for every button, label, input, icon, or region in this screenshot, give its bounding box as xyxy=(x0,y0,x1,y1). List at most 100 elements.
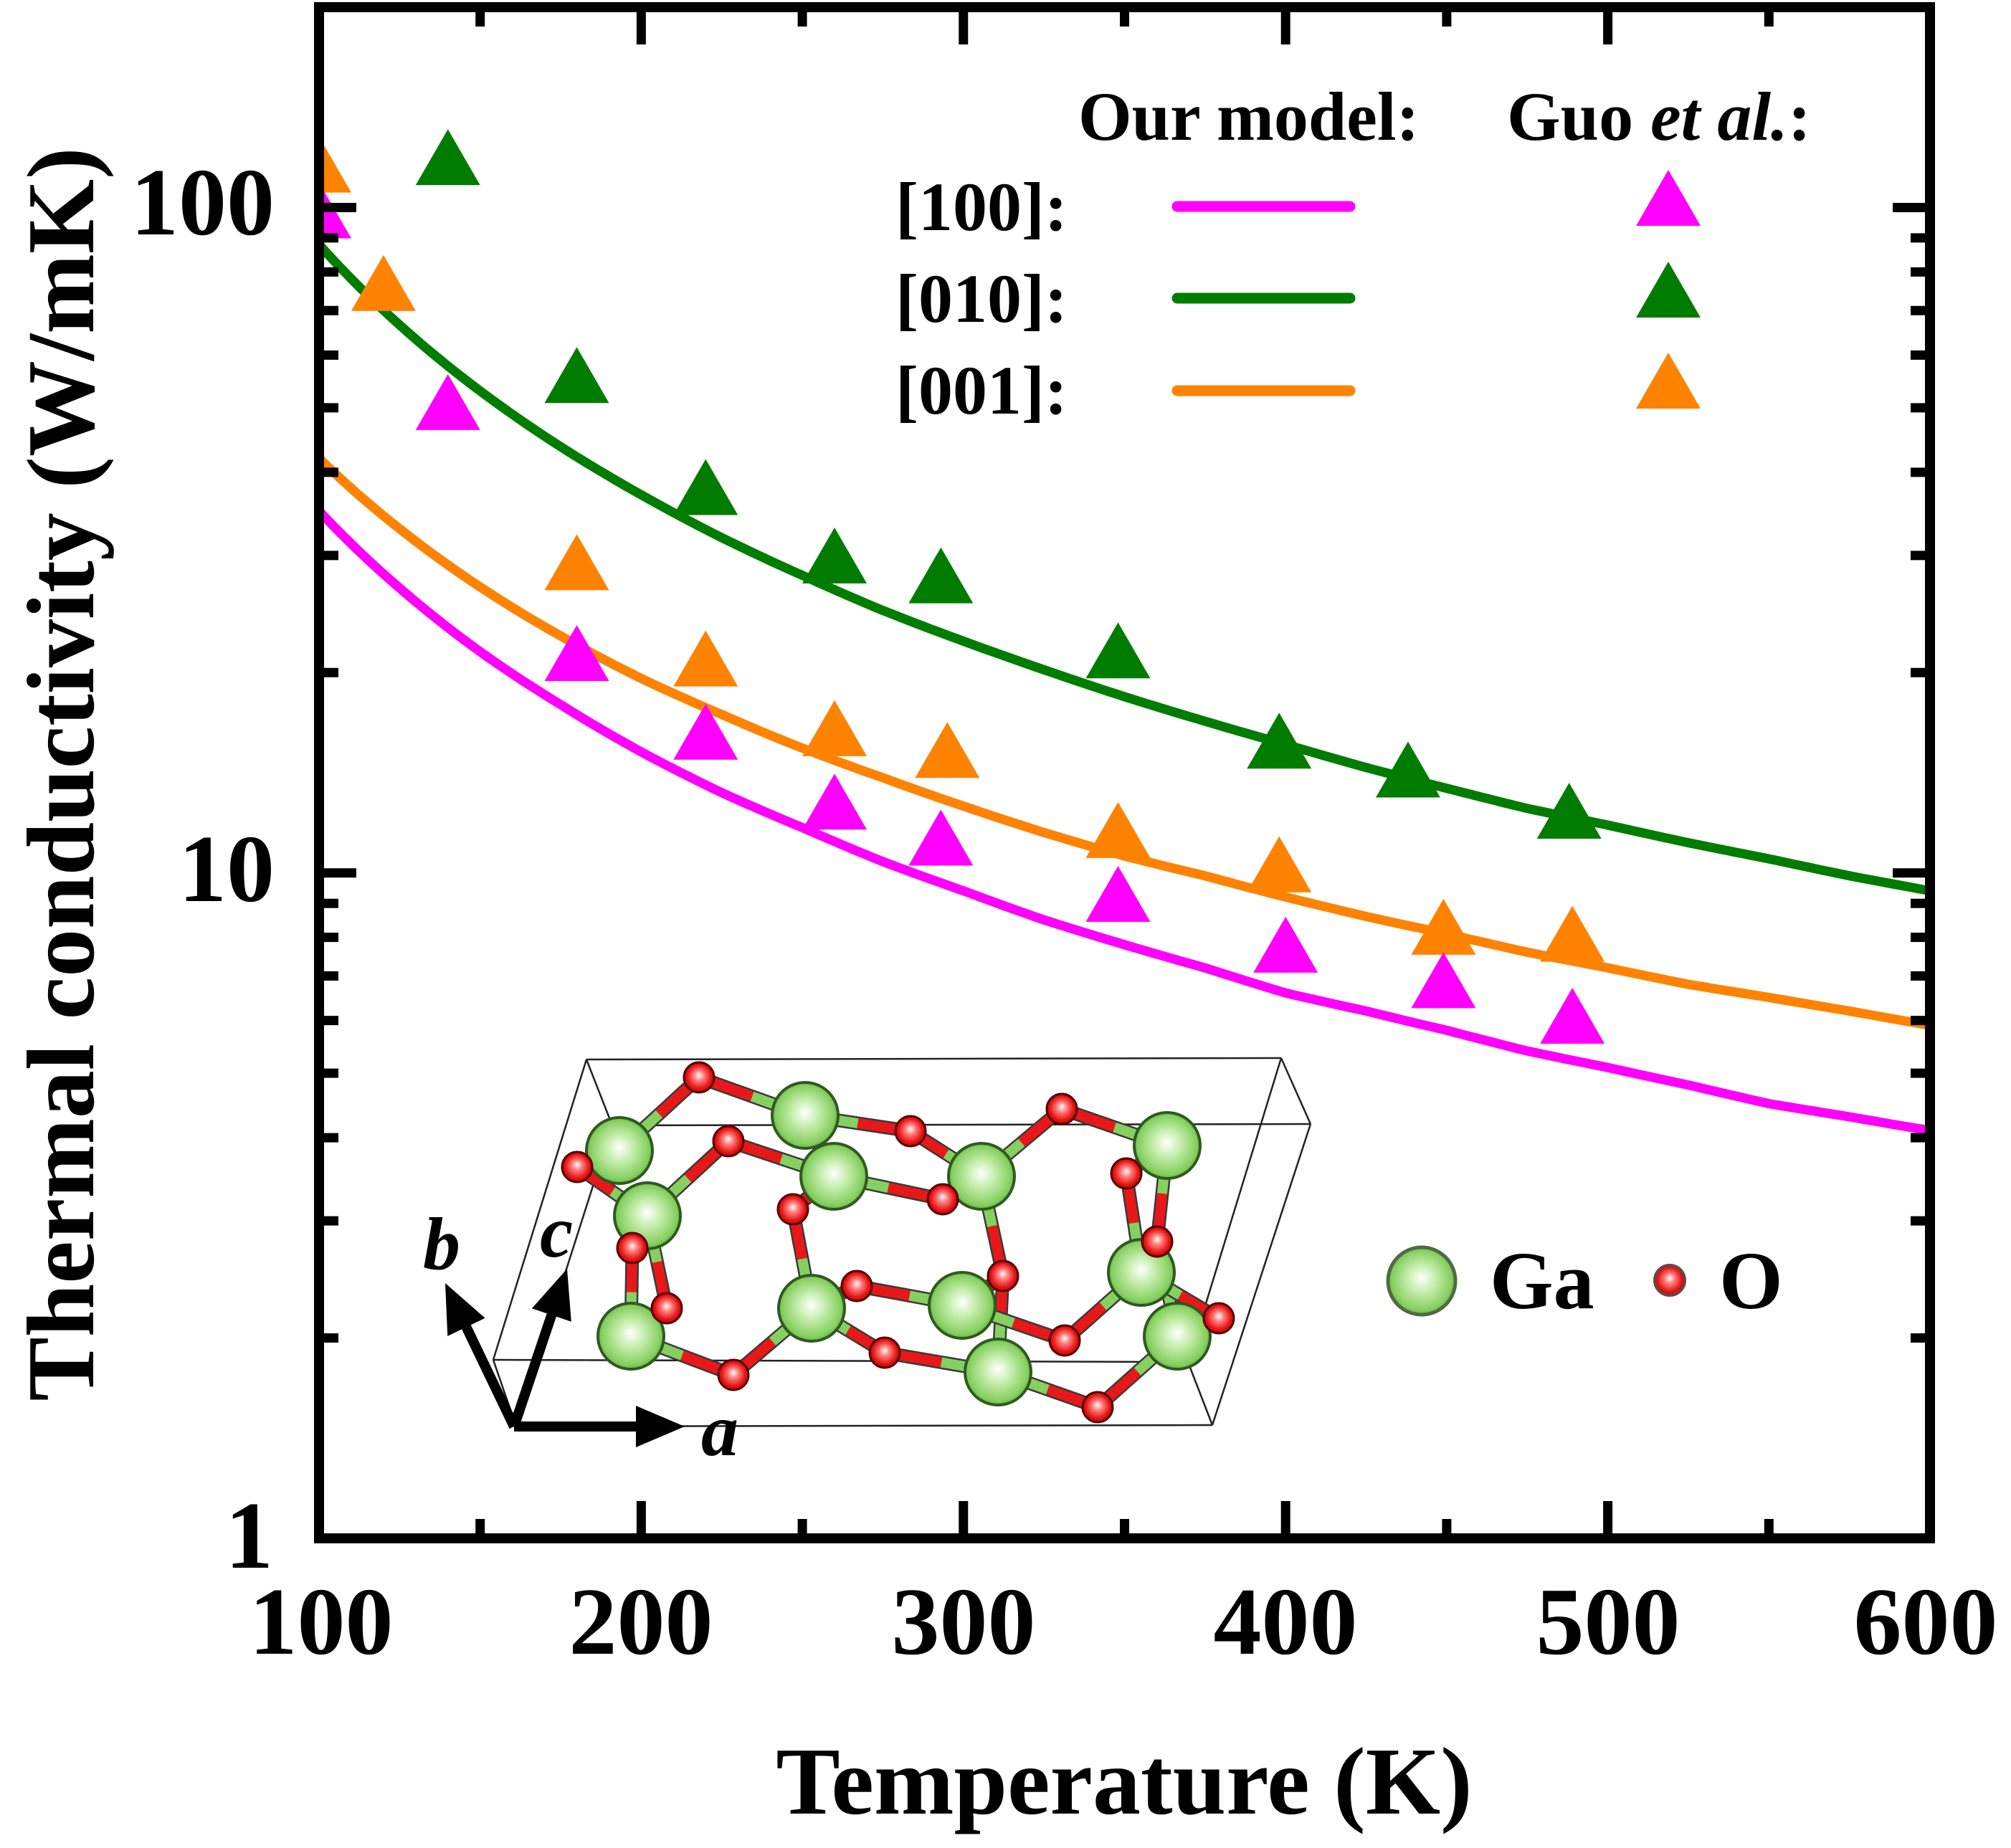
guo-marker-001 xyxy=(1247,836,1312,892)
o-atom xyxy=(987,1259,1019,1292)
legend: Our model: Guo et al.: [100]: [010]: [00… xyxy=(895,78,1811,429)
arrowhead-icon xyxy=(445,1283,485,1336)
guo-marker-001 xyxy=(1540,905,1605,962)
lattice-vector-c xyxy=(509,1313,556,1429)
guo-marker-001 xyxy=(1085,801,1151,858)
legend-header-guo: Guo et al.: xyxy=(1507,78,1811,155)
ga-atom xyxy=(964,1338,1032,1406)
y-tick-label: 100 xyxy=(130,149,275,255)
cell-edge xyxy=(585,1059,614,1126)
x-axis-title: Temperature (K) xyxy=(776,1728,1472,1834)
x-tick-label: 400 xyxy=(1214,1568,1358,1675)
cell-edge xyxy=(1211,1123,1312,1426)
legend-label-010: [010]: xyxy=(895,260,1068,337)
guo-marker-100 xyxy=(802,773,867,830)
arrowhead-icon xyxy=(636,1406,685,1447)
axis-label-a: a xyxy=(701,1389,738,1472)
cell-edge xyxy=(1280,1057,1312,1125)
legend-marker-100 xyxy=(1636,170,1701,226)
o-atom xyxy=(616,1232,649,1264)
guo-marker-010 xyxy=(1247,713,1312,769)
species-legend: Ga O xyxy=(1386,1235,1783,1326)
guo-marker-010 xyxy=(415,129,480,186)
legend-label-100: [100]: xyxy=(895,168,1068,245)
guo-marker-001 xyxy=(544,534,609,591)
o-atom xyxy=(712,1125,745,1158)
guo-marker-100 xyxy=(544,625,609,682)
y-tick-labels: 1 10 100 xyxy=(130,149,275,1589)
o-atom xyxy=(1202,1302,1235,1335)
guo-marker-100 xyxy=(1253,916,1318,973)
ga-atom xyxy=(585,1116,654,1185)
model-curve-010 xyxy=(324,243,1925,895)
o-atom xyxy=(1045,1092,1078,1125)
guo-marker-100 xyxy=(908,809,974,866)
ga-atom-icon xyxy=(1386,1245,1458,1317)
guo-marker-001 xyxy=(802,700,867,756)
guo-marker-010 xyxy=(908,547,974,604)
crystal-structure-inset: b c a Ga O xyxy=(423,1057,1783,1472)
model-curve-100 xyxy=(324,509,1925,1135)
x-tick-label: 300 xyxy=(892,1568,1036,1675)
axis-ticks xyxy=(319,7,1930,1538)
o-atom xyxy=(776,1193,809,1226)
axis-label-c: c xyxy=(540,1191,573,1273)
legend-marker-010 xyxy=(1636,262,1701,318)
ga-atom xyxy=(1133,1111,1202,1180)
x-tick-label: 500 xyxy=(1536,1568,1680,1675)
arrowhead-icon xyxy=(531,1269,571,1322)
ga-atom xyxy=(777,1274,846,1343)
guo-marker-100 xyxy=(673,703,738,760)
guo-marker-010 xyxy=(1375,741,1440,798)
guo-marker-010 xyxy=(673,459,738,515)
ga-atom xyxy=(799,1142,868,1211)
guo-marker-100 xyxy=(415,373,480,430)
o-atom-icon xyxy=(1653,1264,1686,1297)
ga-atom xyxy=(928,1271,997,1340)
y-axis-title: Thermal conductivity (W/mK) xyxy=(8,147,114,1401)
species-label-ga: Ga xyxy=(1490,1235,1594,1326)
guo-marker-001 xyxy=(324,145,351,193)
o-atom xyxy=(650,1292,683,1325)
guo-marker-010 xyxy=(1536,782,1602,839)
guo-marker-100 xyxy=(324,191,351,239)
o-atom xyxy=(1110,1157,1143,1190)
guo-marker-010 xyxy=(544,347,609,404)
legend-marker-001 xyxy=(1636,353,1701,409)
legend-label-001: [001]: xyxy=(895,352,1068,429)
unit-cell-box xyxy=(492,1057,1312,1428)
ga-atom xyxy=(1143,1302,1212,1371)
cell-edge xyxy=(492,1059,588,1361)
guo-marker-010 xyxy=(1085,622,1151,679)
x-tick-label: 600 xyxy=(1854,1568,1998,1675)
o-atom xyxy=(1141,1225,1174,1258)
legend-header-guo-italic: et al. xyxy=(1650,78,1788,155)
o-atom xyxy=(1048,1324,1081,1357)
guo-markers xyxy=(324,129,1605,1044)
o-atom xyxy=(1081,1391,1114,1424)
guo-marker-001 xyxy=(915,722,980,778)
species-label-o: O xyxy=(1719,1235,1783,1326)
legend-header-model: Our model: xyxy=(1078,78,1420,155)
lattice-axes xyxy=(445,1269,685,1447)
guo-marker-001 xyxy=(673,630,738,687)
guo-marker-010 xyxy=(802,527,867,584)
ga-atom xyxy=(596,1302,665,1371)
cell-edge xyxy=(1187,1361,1214,1426)
x-tick-label: 200 xyxy=(569,1568,713,1675)
legend-header-guo-prefix: Guo xyxy=(1507,78,1650,155)
guo-marker-001 xyxy=(1411,898,1476,955)
o-atom xyxy=(561,1151,594,1183)
guo-marker-100 xyxy=(1085,865,1151,922)
o-atom xyxy=(840,1270,873,1302)
cell-edge xyxy=(612,1123,1311,1127)
guo-marker-001 xyxy=(351,254,416,311)
o-atom xyxy=(894,1115,927,1148)
x-tick-labels: 100 200 300 400 500 600 xyxy=(249,1568,1998,1675)
lattice-vector-b xyxy=(462,1325,519,1429)
o-atom xyxy=(683,1061,716,1094)
cell-edge xyxy=(586,1057,1282,1061)
guo-marker-100 xyxy=(1411,952,1476,1009)
cell-edge xyxy=(493,1358,1189,1363)
